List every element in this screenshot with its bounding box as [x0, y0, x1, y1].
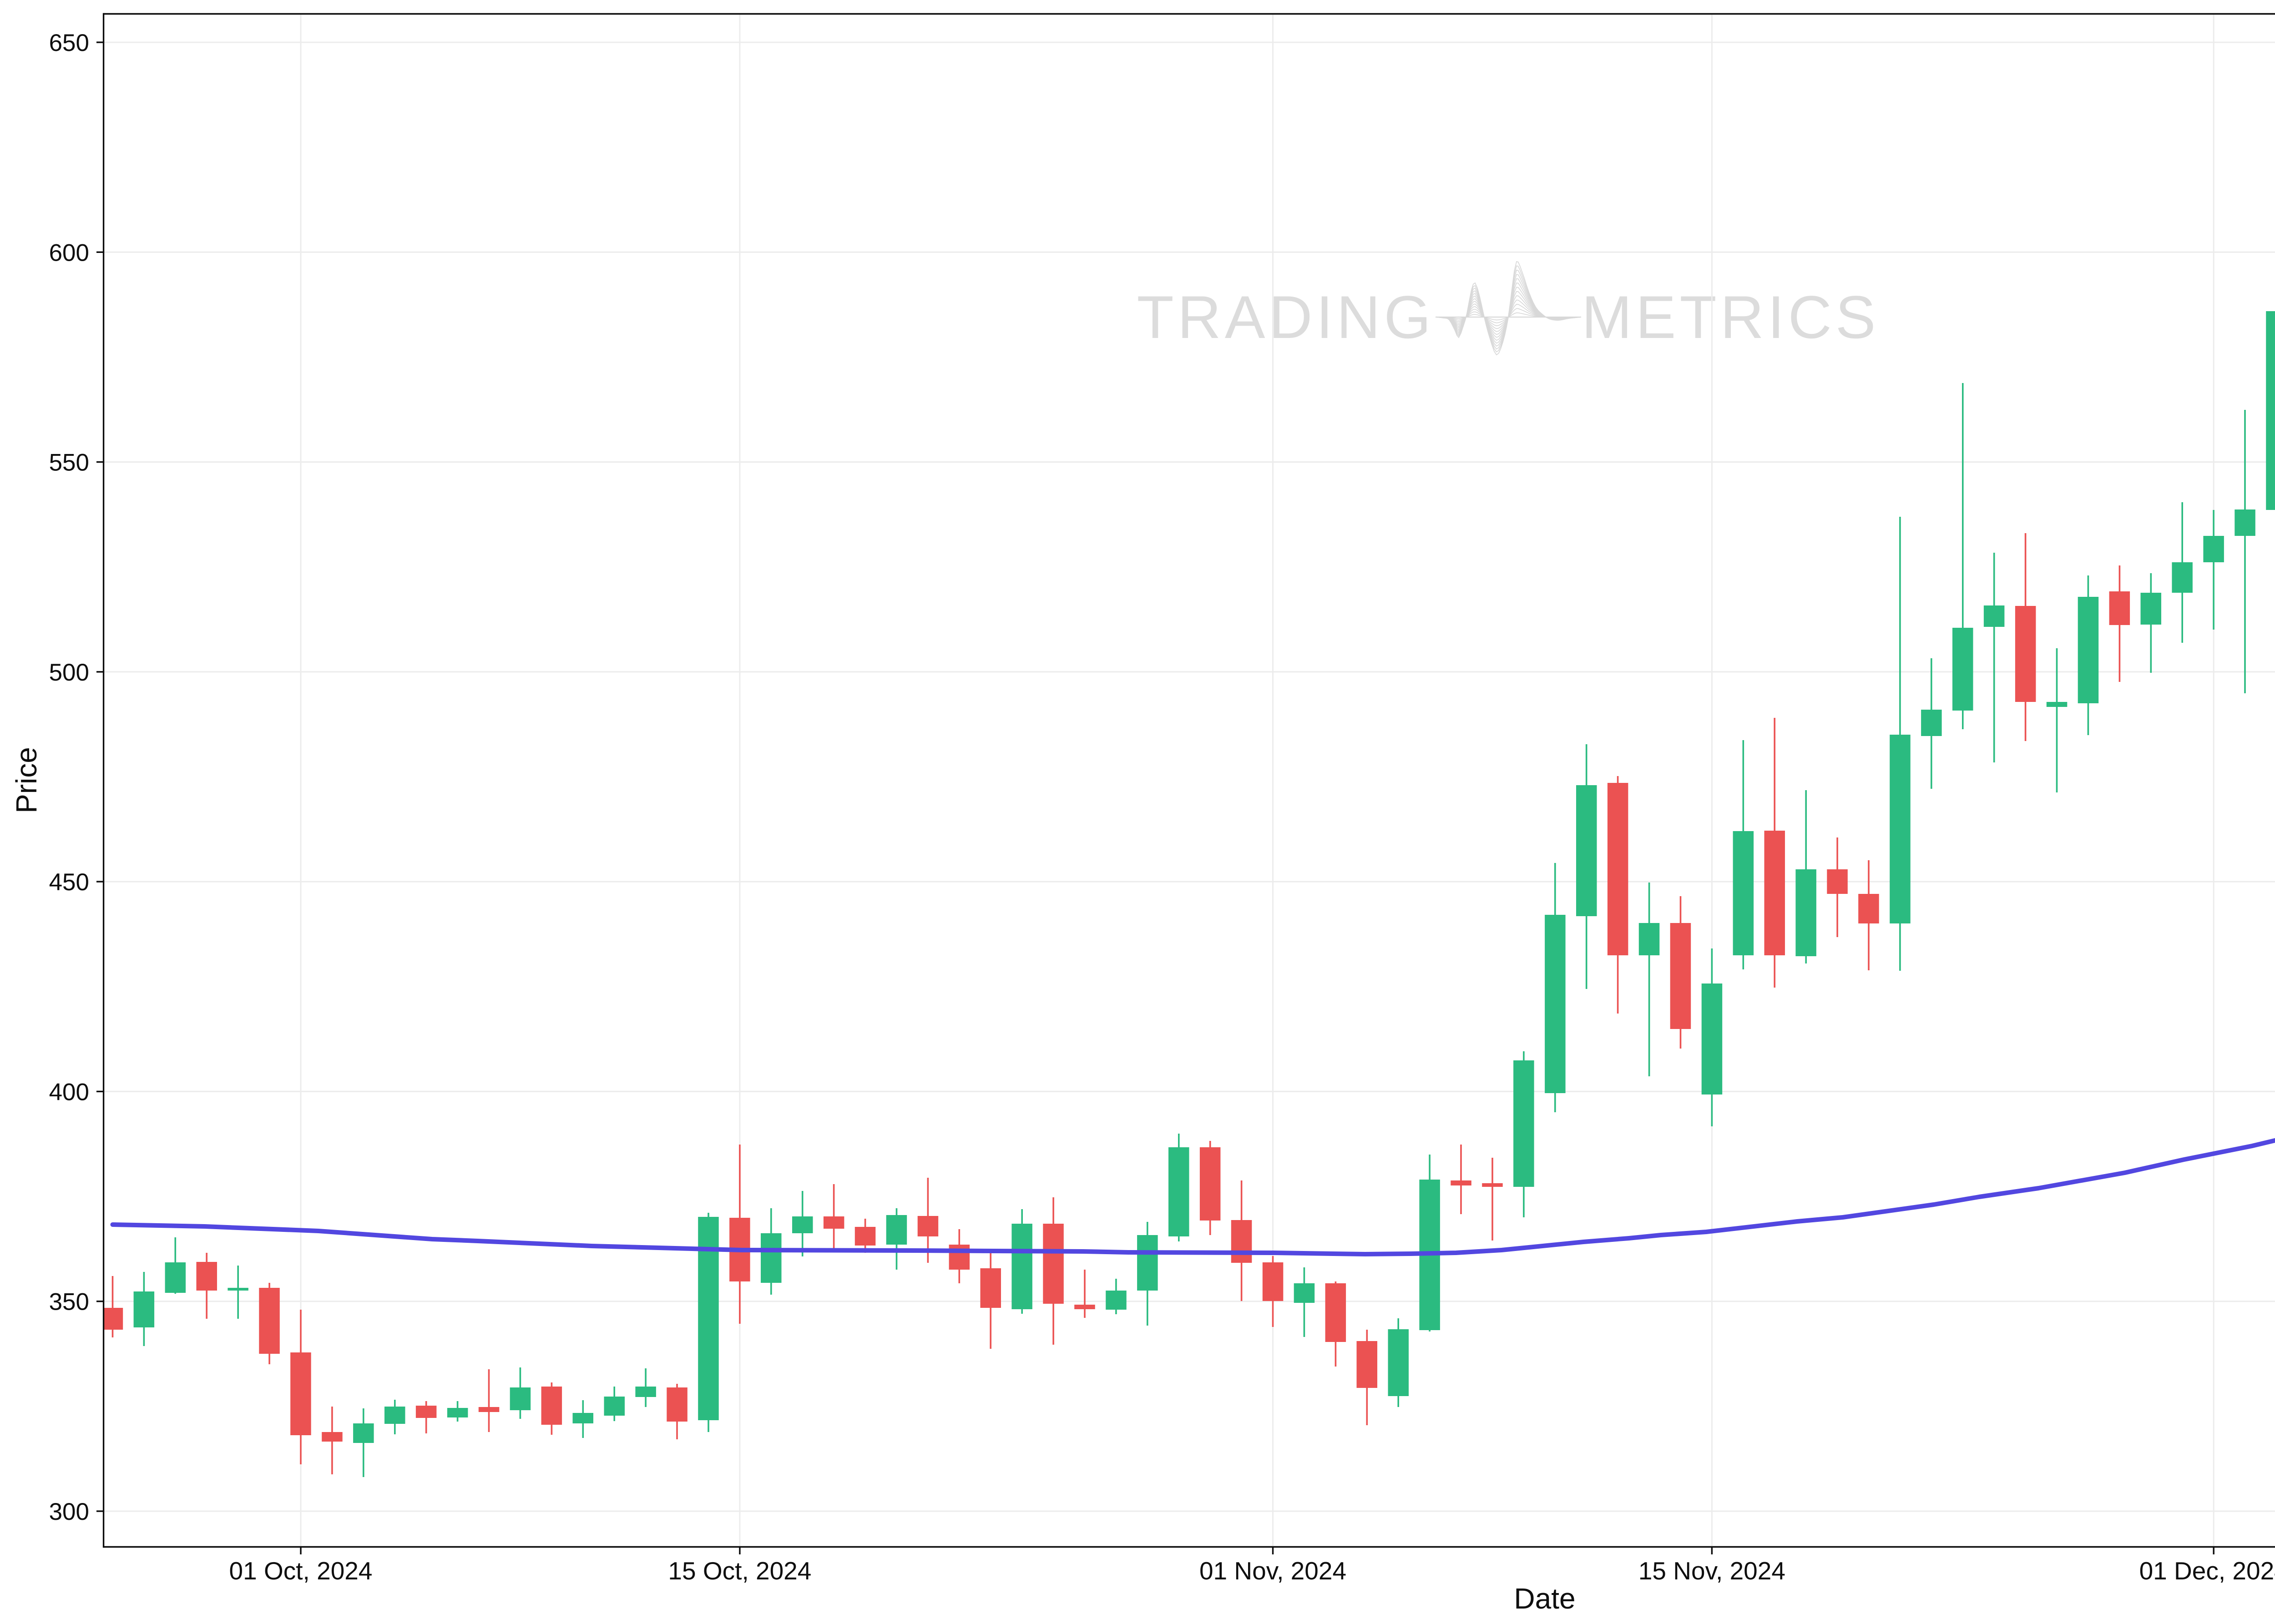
svg-text:Date: Date: [1514, 1582, 1575, 1615]
svg-text:01 Dec, 2024: 01 Dec, 2024: [2139, 1557, 2275, 1585]
svg-text:METRICS: METRICS: [1582, 284, 1880, 351]
svg-text:01 Oct, 2024: 01 Oct, 2024: [229, 1557, 373, 1585]
svg-text:400: 400: [49, 1079, 89, 1105]
svg-text:650: 650: [49, 30, 89, 56]
svg-text:TRADING: TRADING: [1137, 284, 1435, 351]
svg-text:550: 550: [49, 449, 89, 476]
svg-text:350: 350: [49, 1289, 89, 1316]
svg-text:15 Oct, 2024: 15 Oct, 2024: [668, 1557, 811, 1585]
svg-text:500: 500: [49, 659, 89, 686]
svg-text:15 Nov, 2024: 15 Nov, 2024: [1638, 1557, 1785, 1585]
svg-text:600: 600: [49, 239, 89, 266]
svg-text:Price: Price: [10, 747, 43, 813]
svg-text:01 Nov, 2024: 01 Nov, 2024: [1199, 1557, 1346, 1585]
svg-text:450: 450: [49, 869, 89, 896]
svg-text:300: 300: [49, 1498, 89, 1525]
